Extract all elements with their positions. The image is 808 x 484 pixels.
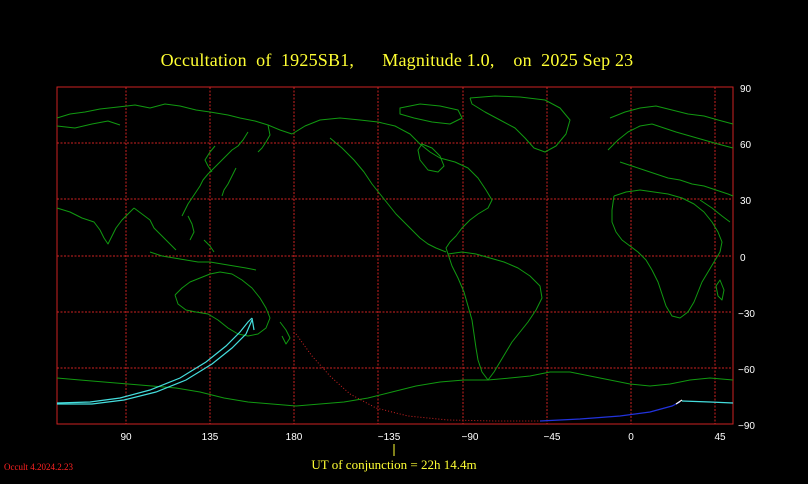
lat-label: −60 [738, 365, 755, 376]
path-end-marker [675, 399, 683, 405]
longitude-labels: 90 135 180 −135 −90 −45 0 45 [120, 432, 726, 443]
coastlines [56, 95, 734, 407]
ut-conjunction-label: UT of conjunction = 22h 14.4m [311, 457, 477, 472]
occultation-path-dotted [295, 333, 540, 422]
lon-label: 90 [120, 432, 132, 443]
lat-label: 0 [740, 253, 746, 264]
occultation-path-blue [539, 401, 681, 422]
lon-label: 0 [628, 432, 634, 443]
lon-label: 135 [202, 432, 219, 443]
lat-label: 90 [740, 84, 752, 95]
lat-label: 60 [740, 140, 752, 151]
lon-label: 180 [286, 432, 303, 443]
lon-label: −135 [378, 432, 401, 443]
occultation-path-cyan [56, 317, 734, 405]
footer-version: Occult 4.2024.2.23 [4, 462, 73, 472]
lat-label: −90 [738, 421, 755, 432]
graticule [57, 87, 733, 424]
lat-label: −30 [738, 309, 755, 320]
lon-label: 45 [714, 432, 726, 443]
latitude-labels: 90 60 30 0 −30 −60 −90 [738, 84, 755, 432]
map-title: Occultation of 1925SB1, Magnitude 1.0, o… [160, 50, 634, 70]
lon-label: −90 [462, 432, 479, 443]
lon-label: −45 [544, 432, 561, 443]
lat-label: 30 [740, 196, 752, 207]
